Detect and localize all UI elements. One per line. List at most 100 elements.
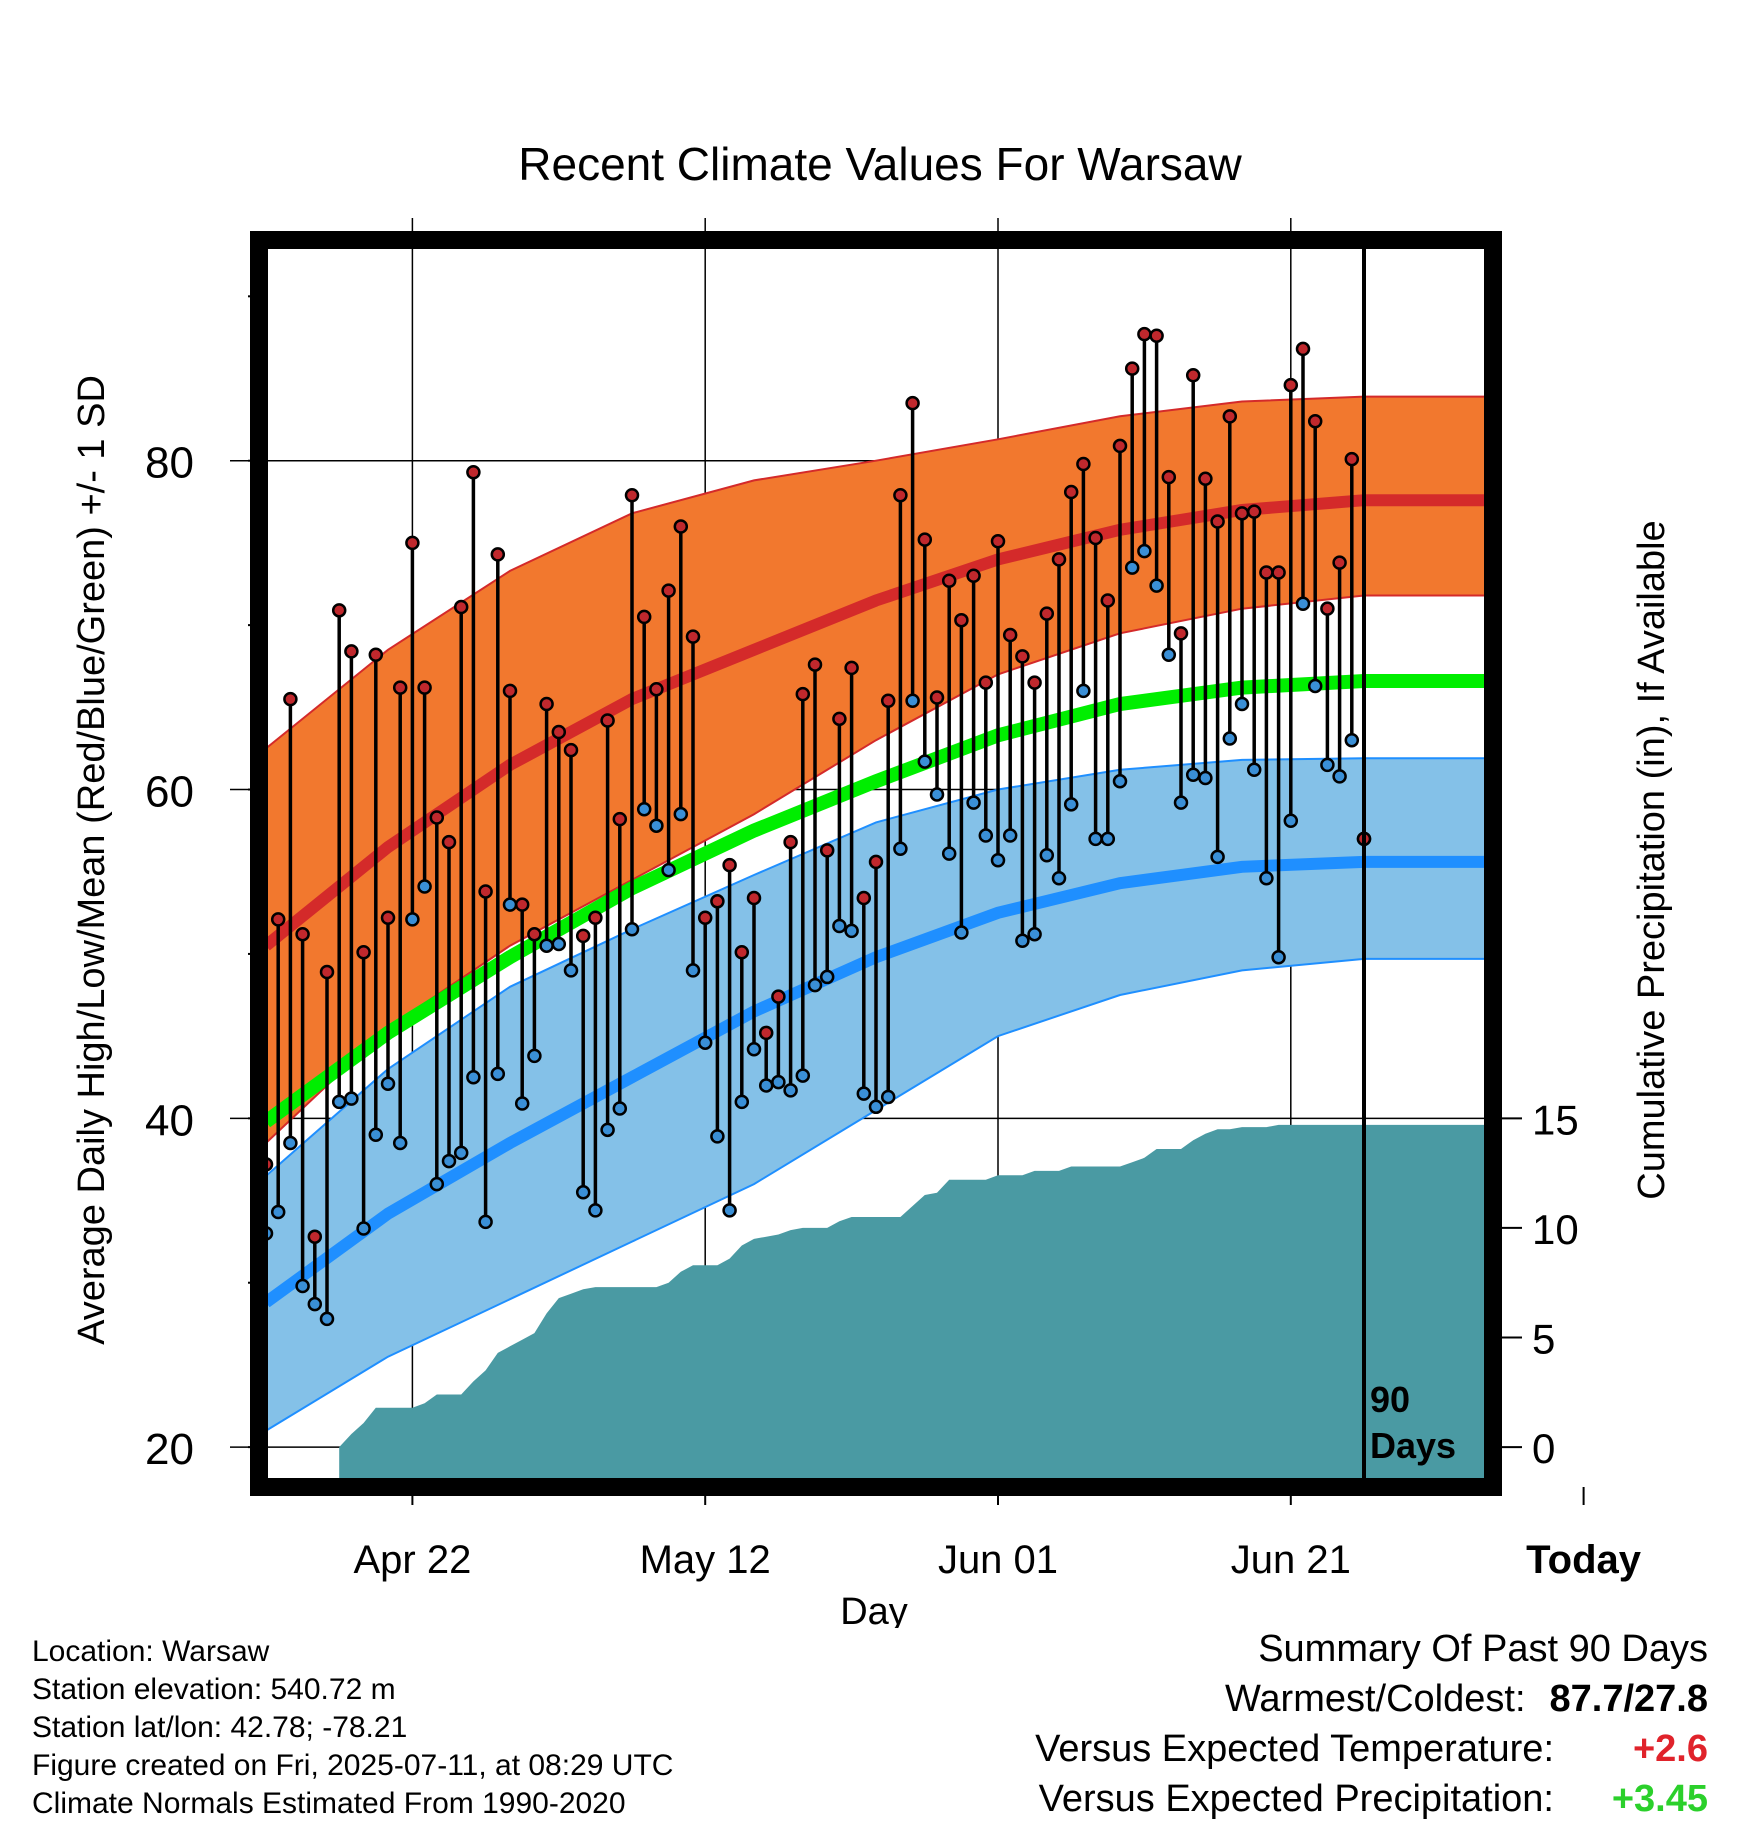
- low-point: [783, 1083, 798, 1098]
- low-point: [392, 1135, 408, 1151]
- low-point: [905, 693, 920, 708]
- high-point: [1320, 601, 1335, 616]
- plot-area: 90 Days 20 40 60 80 0 5 10 15 Apr 22 May 12 Jun 01 Ju…: [145, 218, 1642, 1582]
- low-point: [758, 1078, 774, 1093]
- high-point: [1344, 451, 1360, 467]
- low-point: [795, 1068, 811, 1083]
- high-point: [990, 534, 1006, 549]
- high-point: [575, 928, 591, 944]
- low-point: [1002, 828, 1018, 843]
- high-point: [283, 691, 298, 707]
- temp-row: Versus Expected Temperature: +2.6: [1035, 1724, 1708, 1774]
- low-point: [941, 846, 957, 861]
- low-point: [1112, 774, 1128, 789]
- low-point: [1173, 795, 1189, 810]
- normal-high-line: [262, 494, 1486, 951]
- precip-label: Versus Expected Precipitation:: [1038, 1778, 1554, 1820]
- low-point: [502, 897, 518, 912]
- low-point: [929, 787, 945, 802]
- high-point: [868, 854, 884, 870]
- low-point: [917, 754, 933, 769]
- high-point: [722, 857, 737, 873]
- low-point: [1100, 831, 1116, 847]
- high-point: [1173, 626, 1189, 641]
- high-point: [1271, 565, 1286, 580]
- low-point: [722, 1203, 737, 1218]
- high-point: [344, 644, 359, 659]
- low-point: [1295, 596, 1311, 611]
- low-point: [270, 1204, 286, 1220]
- high-point: [331, 603, 347, 618]
- high-point: [466, 464, 481, 480]
- location-text: Location: Warsaw: [32, 1635, 270, 1668]
- low-point: [1222, 731, 1238, 746]
- high-point: [880, 693, 896, 708]
- low-point: [966, 795, 981, 810]
- high-point: [844, 660, 859, 676]
- y-tick-label: 40: [145, 1096, 194, 1145]
- low-point: [600, 1122, 615, 1138]
- high-point: [588, 910, 603, 926]
- low-point: [1039, 848, 1055, 863]
- low-point: [563, 963, 579, 978]
- high-point: [295, 926, 310, 942]
- precipitation-area: [339, 1124, 1487, 1480]
- high-point: [1185, 367, 1201, 383]
- low-point: [819, 969, 835, 985]
- high-point: [1076, 456, 1091, 472]
- high-point: [527, 926, 542, 942]
- y2-axis-label: Cumulative Precipitation (in), If Availa…: [1631, 520, 1673, 1199]
- low-point: [893, 841, 908, 856]
- low-point: [405, 912, 420, 927]
- x-tick-label: May 12: [640, 1538, 771, 1582]
- y2-tick-label: 10: [1532, 1206, 1579, 1253]
- low-point: [1344, 732, 1360, 748]
- high-point: [917, 532, 933, 547]
- warm-cold-value: 87.7/27.8: [1549, 1678, 1708, 1720]
- x-tick-label: Apr 22: [353, 1538, 471, 1582]
- high-point: [1039, 606, 1055, 621]
- high-point: [758, 1025, 774, 1041]
- low-point: [1198, 770, 1213, 786]
- precip-row: Versus Expected Precipitation: +3.45: [1035, 1774, 1708, 1824]
- high-point: [819, 843, 835, 858]
- high-point: [673, 519, 689, 534]
- low-point: [490, 1066, 506, 1082]
- low-point: [1210, 849, 1225, 865]
- high-point: [405, 535, 420, 551]
- low-point: [746, 1042, 762, 1057]
- warm-cold-label: Warmest/Coldest:: [1224, 1678, 1526, 1720]
- x-tick-label: Jun 21: [1231, 1538, 1351, 1582]
- y-axis-label: Average Daily High/Low/Mean (Red/Blue/Gr…: [71, 375, 113, 1345]
- high-point: [1124, 361, 1140, 376]
- high-point: [600, 713, 615, 728]
- high-point: [636, 609, 652, 625]
- high-point: [392, 680, 408, 695]
- high-point: [661, 583, 676, 598]
- high-point: [1015, 649, 1030, 664]
- low-point: [575, 1185, 591, 1200]
- high-point: [905, 395, 920, 411]
- high-point: [783, 834, 798, 850]
- high-point: [1002, 627, 1018, 643]
- summary-panel: Summary Of Past 90 Days Warmest/Coldest:…: [1035, 1624, 1708, 1824]
- high-point: [1246, 504, 1262, 519]
- low-point: [283, 1135, 298, 1151]
- high-point: [795, 686, 811, 702]
- low-point: [331, 1094, 347, 1110]
- low-point: [380, 1076, 396, 1092]
- low-point: [441, 1153, 457, 1169]
- low-point: [307, 1296, 323, 1312]
- high-point: [771, 989, 786, 1004]
- high-point: [551, 724, 567, 740]
- high-point: [1307, 414, 1323, 429]
- low-point: [844, 923, 859, 939]
- high-point: [649, 681, 664, 697]
- high-point: [1051, 552, 1067, 567]
- high-point: [1295, 341, 1311, 357]
- low-point: [514, 1096, 530, 1111]
- high-point: [1234, 506, 1250, 521]
- high-point: [1259, 565, 1274, 580]
- normals-text: Climate Normals Estimated From 1990-2020: [32, 1787, 626, 1820]
- high-point: [929, 690, 945, 705]
